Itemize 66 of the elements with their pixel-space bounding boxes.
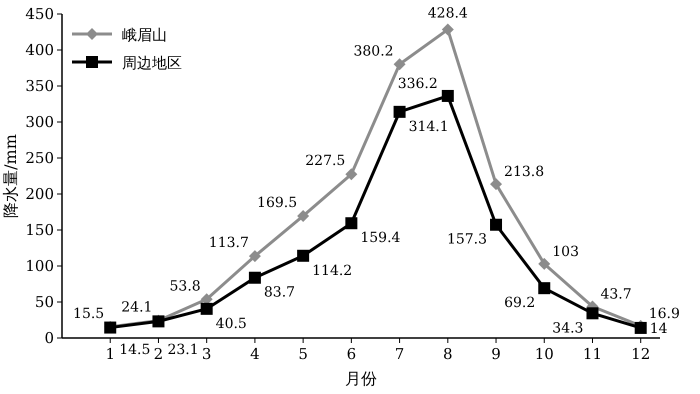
data-label: 53.8 bbox=[170, 278, 201, 294]
point bbox=[297, 250, 310, 262]
x-tick-label: 8 bbox=[443, 345, 453, 363]
point bbox=[345, 217, 358, 230]
point bbox=[442, 24, 454, 36]
point bbox=[394, 58, 406, 70]
y-tick-label: 450 bbox=[25, 5, 54, 23]
y-tick-label: 50 bbox=[34, 293, 54, 311]
y-tick-label: 200 bbox=[25, 185, 54, 203]
data-label: 24.1 bbox=[121, 300, 152, 316]
data-label: 43.7 bbox=[600, 286, 632, 303]
legend-label: 峨眉山 bbox=[122, 26, 167, 44]
data-label: 103 bbox=[552, 244, 579, 260]
data-label: 157.3 bbox=[446, 232, 488, 248]
y-tick-label: 300 bbox=[25, 113, 54, 131]
data-label: 40.5 bbox=[216, 316, 247, 332]
point bbox=[490, 178, 502, 190]
x-tick-label: 12 bbox=[631, 345, 650, 363]
point bbox=[200, 302, 213, 315]
data-label: 380.2 bbox=[353, 43, 394, 60]
data-label: 14.5 bbox=[119, 342, 150, 358]
y-axis-title: 降水量/mm bbox=[1, 134, 20, 218]
data-label: 428.4 bbox=[428, 6, 468, 22]
data-label: 169.5 bbox=[257, 194, 298, 211]
y-tick-label: 0 bbox=[44, 329, 54, 347]
data-label: 14 bbox=[650, 320, 668, 337]
data-label: 114.2 bbox=[312, 262, 352, 279]
x-tick-label: 11 bbox=[582, 345, 602, 363]
data-label: 159.4 bbox=[360, 230, 401, 246]
x-tick-label: 6 bbox=[346, 345, 356, 363]
y-tick-label: 100 bbox=[25, 257, 54, 275]
x-tick-label: 1 bbox=[105, 345, 115, 363]
point bbox=[442, 90, 454, 102]
data-label: 16.9 bbox=[648, 306, 680, 322]
point bbox=[248, 272, 261, 284]
data-label: 23.1 bbox=[167, 342, 199, 358]
data-label: 336.2 bbox=[398, 76, 438, 92]
data-label: 227.5 bbox=[305, 153, 346, 170]
point bbox=[538, 282, 550, 294]
x-tick-label: 3 bbox=[202, 345, 212, 363]
x-tick-label: 2 bbox=[154, 345, 164, 363]
point bbox=[538, 258, 550, 270]
data-label: 15.5 bbox=[73, 306, 104, 322]
y-tick-label: 150 bbox=[25, 221, 54, 239]
point bbox=[490, 218, 502, 231]
point bbox=[297, 210, 310, 222]
y-tick-label: 400 bbox=[25, 41, 54, 59]
point bbox=[345, 168, 358, 180]
y-tick-label: 250 bbox=[25, 149, 54, 167]
x-axis-title: 月份 bbox=[345, 369, 377, 388]
x-tick-label: 4 bbox=[250, 345, 260, 363]
point bbox=[394, 106, 406, 118]
y-tick-label: 350 bbox=[25, 77, 54, 95]
x-tick-label: 5 bbox=[298, 345, 308, 363]
x-tick-label: 10 bbox=[534, 345, 554, 363]
data-label: 83.7 bbox=[264, 284, 296, 301]
data-label: 113.7 bbox=[208, 235, 249, 252]
x-tick-label: 7 bbox=[394, 345, 404, 363]
data-label: 34.3 bbox=[552, 320, 584, 336]
data-label: 213.8 bbox=[504, 164, 544, 180]
point bbox=[586, 307, 598, 320]
data-label: 69.2 bbox=[504, 295, 536, 312]
point bbox=[248, 250, 261, 262]
x-tick-label: 9 bbox=[491, 345, 501, 363]
legend-label: 周边地区 bbox=[122, 54, 182, 72]
data-label: 314.1 bbox=[408, 118, 449, 135]
